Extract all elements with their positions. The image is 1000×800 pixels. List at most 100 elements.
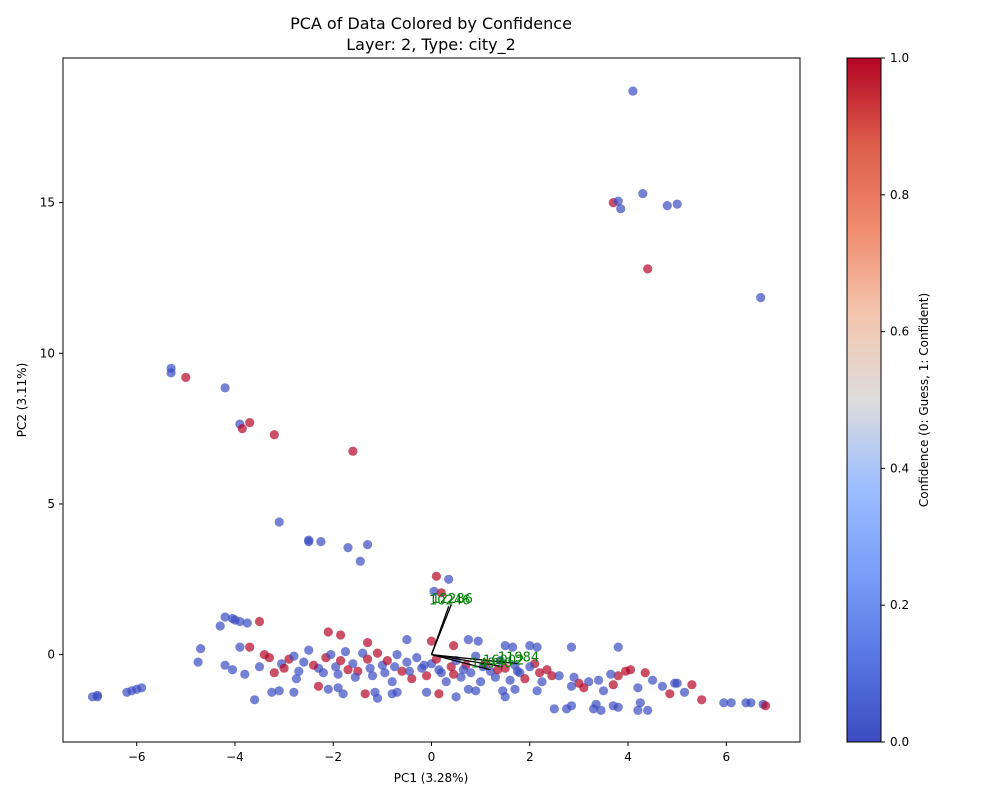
data-point: [304, 645, 314, 655]
data-point: [584, 677, 594, 687]
data-point: [318, 668, 328, 678]
data-point: [333, 669, 343, 679]
data-point: [291, 674, 301, 684]
data-point: [643, 264, 653, 274]
data-point: [242, 618, 252, 628]
data-point: [537, 677, 547, 687]
data-point: [343, 665, 353, 675]
data-point: [269, 430, 279, 440]
y-tick-label: 15: [40, 196, 55, 210]
data-point: [372, 693, 383, 703]
data-point: [434, 689, 444, 699]
data-point: [594, 675, 604, 685]
data-point: [532, 686, 542, 696]
colorbar-tick-label: 0.0: [890, 735, 909, 749]
data-point: [387, 677, 397, 687]
data-point: [323, 627, 333, 637]
data-point: [633, 683, 643, 693]
data-point: [761, 701, 771, 711]
colorbar-label: Confidence (0: Guess, 1: Confident): [917, 293, 931, 507]
data-point: [542, 665, 552, 675]
data-point: [638, 189, 648, 199]
colorbar-tick-label: 0.4: [890, 461, 909, 475]
data-point: [613, 671, 623, 681]
data-point: [348, 446, 358, 456]
data-point: [363, 654, 373, 664]
data-point: [648, 675, 658, 685]
data-point: [746, 698, 756, 708]
data-point: [215, 621, 225, 631]
data-point: [441, 677, 451, 687]
data-point: [525, 662, 535, 672]
data-point: [336, 630, 346, 640]
data-point: [535, 668, 545, 678]
data-point: [350, 672, 360, 682]
data-point: [407, 674, 417, 684]
data-point: [613, 702, 623, 712]
data-point: [254, 662, 265, 672]
data-point: [404, 666, 414, 676]
data-point: [458, 665, 468, 675]
data-point: [549, 704, 559, 714]
data-point: [606, 669, 616, 679]
chart-subtitle: Layer: 2, Type: city_2: [346, 35, 516, 55]
data-point: [235, 616, 245, 627]
data-point: [471, 686, 481, 696]
data-point: [697, 695, 707, 705]
data-point: [493, 665, 503, 675]
data-point: [92, 692, 102, 702]
data-point: [363, 638, 373, 648]
data-point: [267, 687, 277, 697]
data-point: [397, 666, 407, 676]
data-point: [355, 556, 365, 566]
data-point: [505, 675, 515, 685]
data-point: [220, 612, 230, 622]
data-point: [326, 650, 336, 660]
chart-title: PCA of Data Colored by Confidence: [290, 14, 572, 33]
data-point: [672, 678, 682, 688]
data-point: [566, 681, 577, 691]
data-point: [672, 199, 682, 209]
data-point: [245, 418, 255, 428]
data-point: [473, 636, 483, 646]
data-point: [436, 588, 446, 598]
data-point: [495, 656, 505, 666]
data-point: [331, 662, 341, 672]
data-point: [196, 644, 206, 654]
arrow-label: 12286: [432, 592, 473, 607]
data-point: [500, 641, 510, 651]
data-point: [419, 660, 429, 670]
data-point: [422, 687, 432, 697]
y-axis-label: PC2 (3.11%): [15, 363, 29, 438]
data-point: [304, 537, 314, 547]
data-point: [309, 660, 319, 670]
data-point: [316, 537, 326, 547]
data-point: [227, 665, 238, 675]
data-point: [456, 672, 466, 682]
arrow-label: 16002: [483, 654, 524, 669]
data-point: [422, 671, 432, 681]
colorbar: [846, 57, 882, 743]
data-point: [426, 636, 437, 646]
data-point: [756, 293, 766, 303]
data-point: [343, 543, 353, 553]
colorbar-tick-label: 0.8: [890, 188, 909, 202]
data-point: [446, 662, 456, 672]
data-point: [643, 705, 653, 716]
data-point: [449, 641, 459, 651]
y-tick-label: 5: [47, 497, 55, 511]
data-point: [444, 574, 454, 584]
data-point: [500, 663, 510, 673]
data-point: [220, 660, 230, 670]
arrow-line: [430, 606, 450, 655]
data-point: [608, 680, 618, 690]
data-point: [392, 650, 402, 660]
data-point: [264, 653, 274, 663]
colorbar-tick-label: 1.0: [890, 51, 909, 65]
data-point: [181, 372, 191, 382]
data-point: [240, 669, 250, 679]
data-point: [313, 681, 324, 691]
data-point: [274, 517, 284, 527]
